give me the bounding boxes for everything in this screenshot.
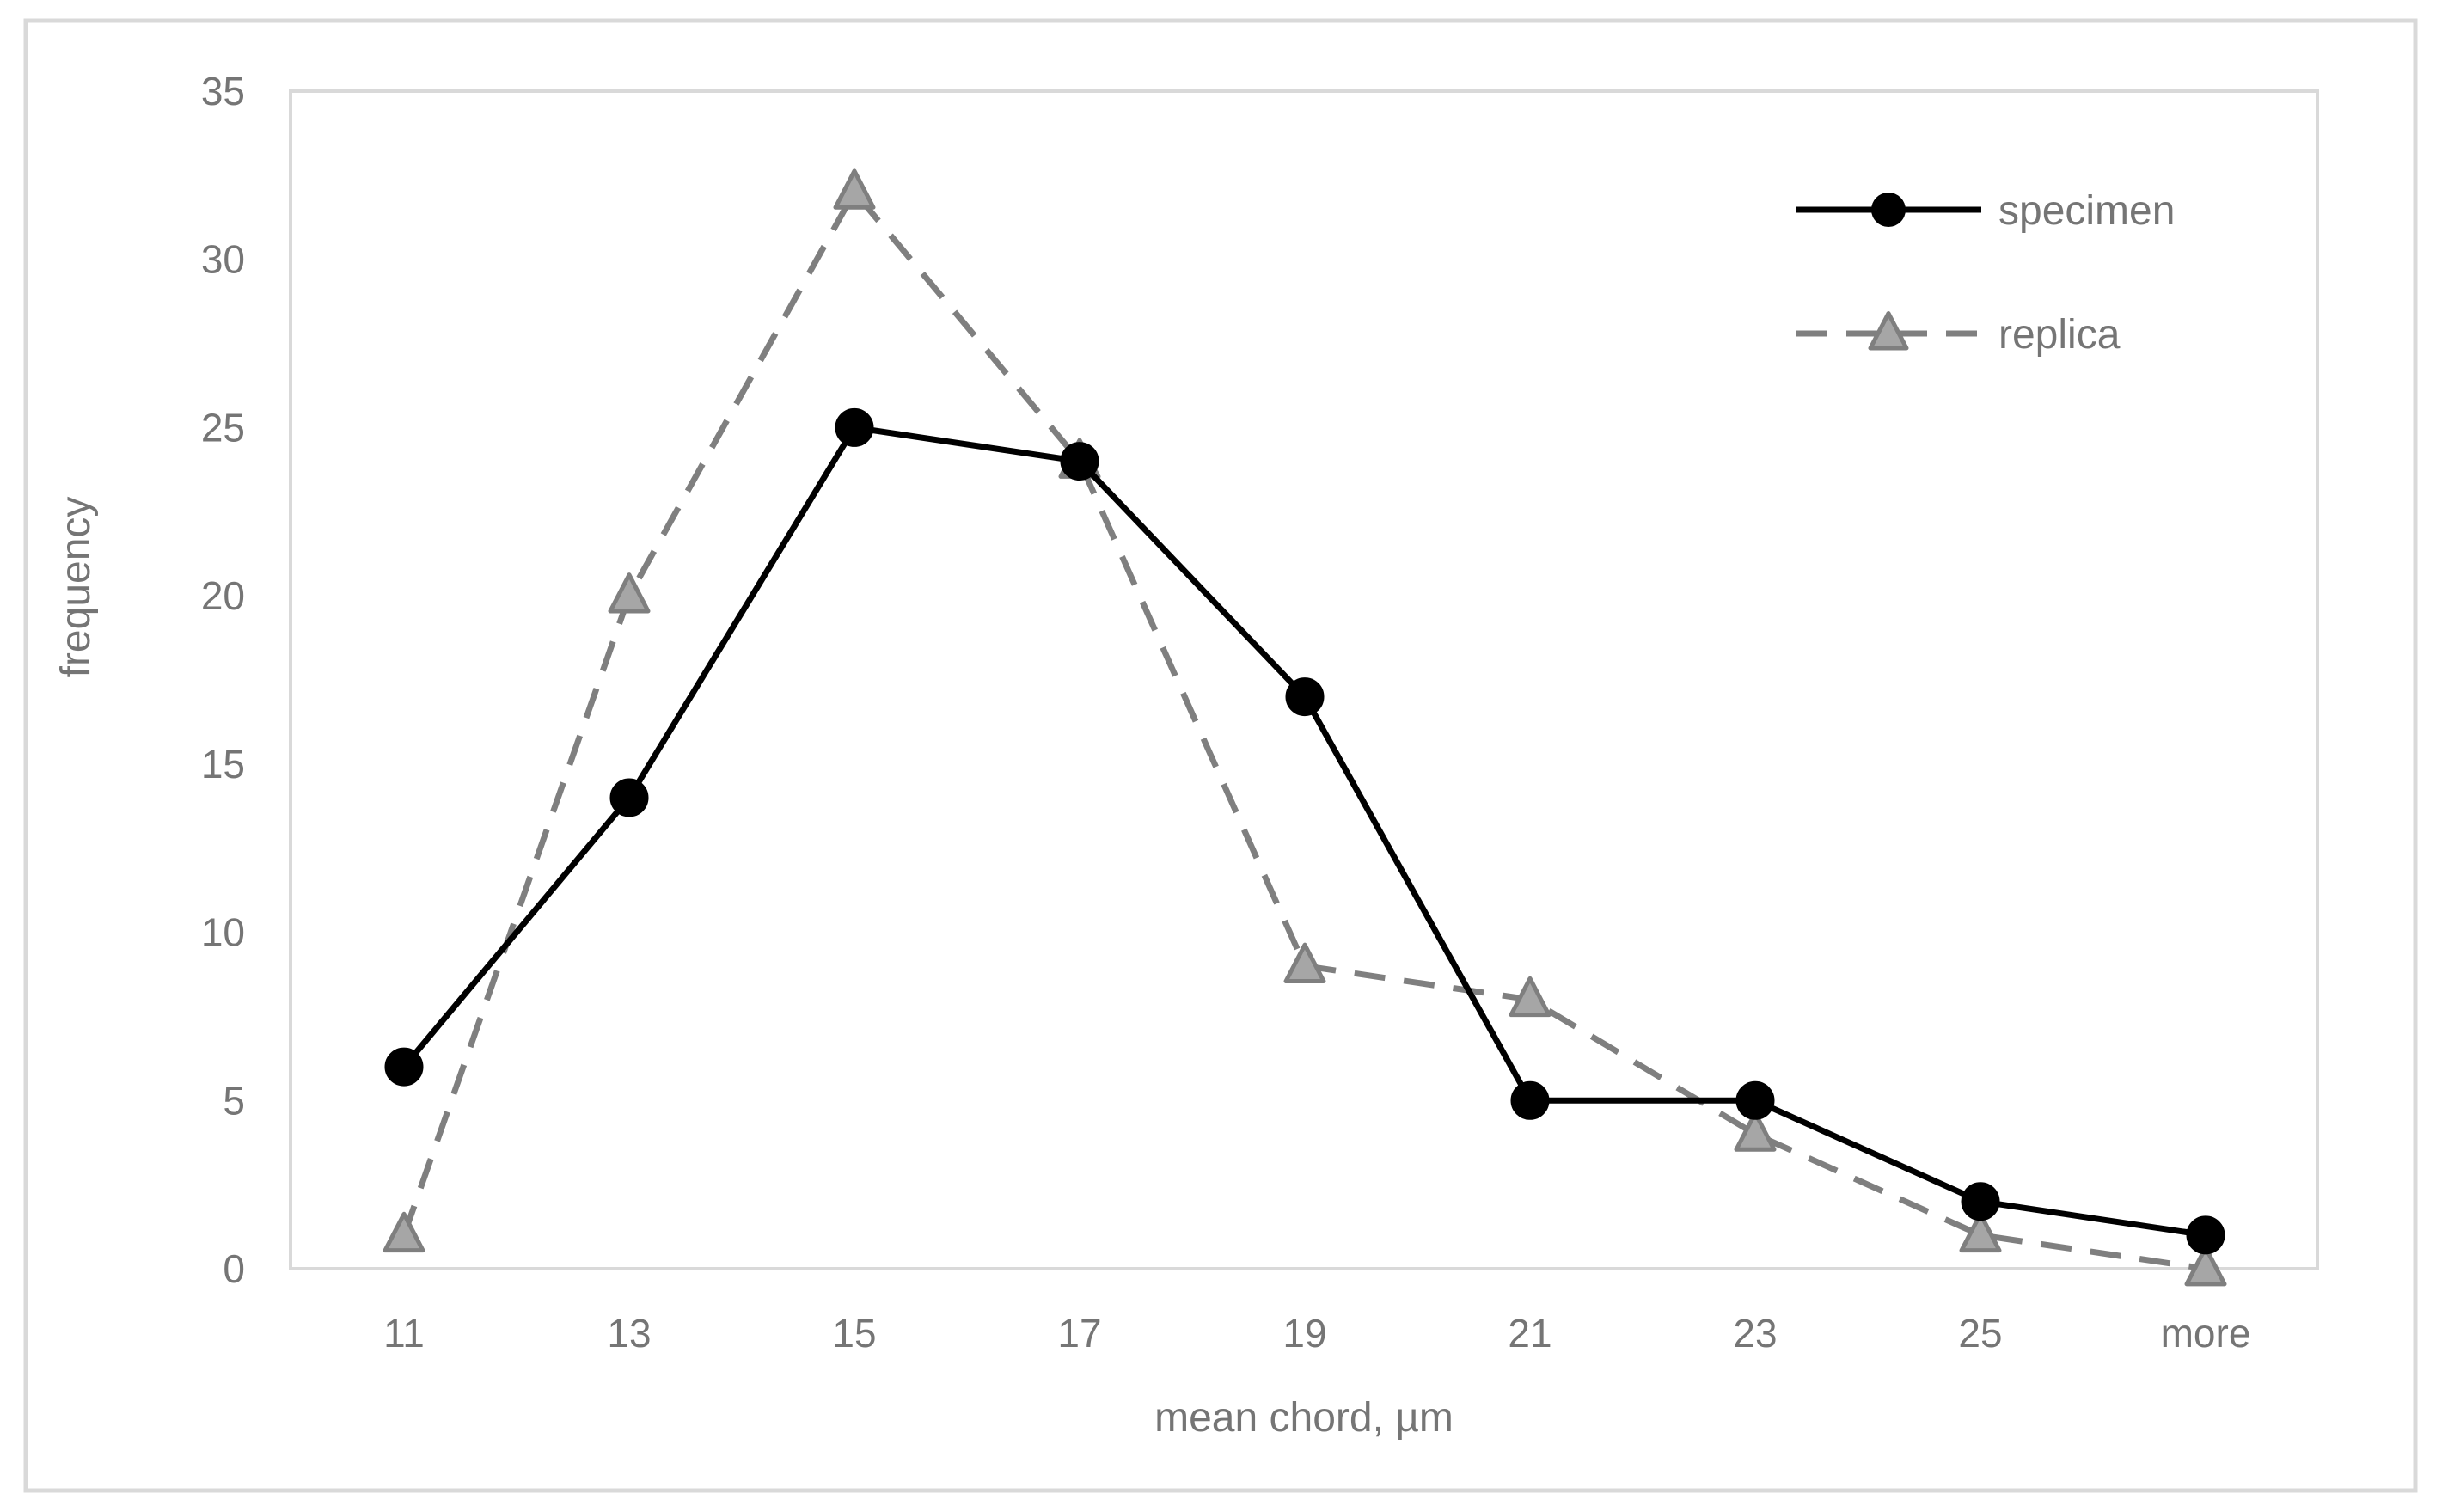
y-tick-label: 5 xyxy=(223,1078,245,1123)
y-axis-title: frequency xyxy=(53,497,99,678)
plot-area xyxy=(289,89,2319,1270)
x-tick-label: 23 xyxy=(1733,1311,1777,1356)
x-axis-title: mean chord, µm xyxy=(1154,1395,1454,1441)
data-point-specimen xyxy=(1735,1080,1775,1120)
data-point-replica xyxy=(608,572,651,614)
data-point-specimen xyxy=(1285,677,1325,717)
x-tick-label: 21 xyxy=(1508,1311,1551,1356)
legend-label-specimen: specimen xyxy=(1998,188,2175,234)
series-layer xyxy=(383,168,2227,1287)
x-axis-tick-labels: 11 13 15 17 19 21 23 25 more xyxy=(383,1311,2250,1356)
data-point-replica xyxy=(1509,976,1551,1018)
legend-marker-replica xyxy=(1868,311,1909,351)
legend-marker-specimen xyxy=(1871,193,1906,227)
data-point-specimen xyxy=(2186,1215,2225,1255)
y-axis-tick-labels: 0 5 10 15 20 25 30 35 xyxy=(201,69,245,1291)
x-tick-label: 15 xyxy=(832,1311,876,1356)
series-replica xyxy=(383,168,2227,1287)
y-tick-label: 10 xyxy=(201,910,245,955)
data-point-specimen xyxy=(1510,1080,1550,1120)
y-tick-label: 0 xyxy=(223,1246,245,1291)
y-tick-label: 30 xyxy=(201,237,245,282)
x-tick-label: 11 xyxy=(383,1311,425,1356)
series-specimen xyxy=(384,407,2225,1255)
data-point-replica xyxy=(1734,1111,1777,1152)
x-tick-label: 13 xyxy=(607,1311,651,1356)
legend: specimen replica xyxy=(1796,188,2175,358)
data-point-replica xyxy=(1283,942,1326,984)
data-point-replica xyxy=(833,168,876,210)
y-tick-label: 35 xyxy=(201,69,245,113)
y-tick-label: 15 xyxy=(201,742,245,787)
legend-label-replica: replica xyxy=(1998,312,2121,358)
y-tick-label: 20 xyxy=(201,573,245,618)
x-tick-label: 19 xyxy=(1282,1311,1326,1356)
data-point-replica xyxy=(2184,1245,2227,1287)
x-tick-label: more xyxy=(2161,1311,2251,1356)
data-point-replica xyxy=(1959,1211,2002,1253)
y-tick-label: 25 xyxy=(201,405,245,450)
data-point-specimen xyxy=(384,1047,424,1087)
data-point-specimen xyxy=(1961,1182,2000,1221)
data-point-specimen xyxy=(609,778,649,817)
chart-border xyxy=(23,18,2418,1493)
data-point-replica xyxy=(383,1211,425,1253)
x-tick-label: 25 xyxy=(1958,1311,2002,1356)
data-point-specimen xyxy=(1060,442,1099,481)
x-tick-label: 17 xyxy=(1057,1311,1101,1356)
series-line-replica xyxy=(401,188,2206,1272)
data-point-specimen xyxy=(835,407,874,447)
